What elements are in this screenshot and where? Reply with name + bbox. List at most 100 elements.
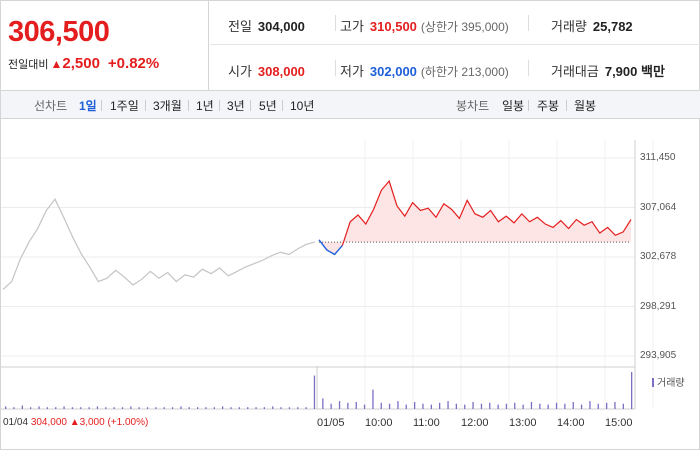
volume-bar: [230, 407, 232, 409]
volume-bar: [597, 403, 599, 409]
volume-bar: [105, 407, 107, 409]
volume-bar: [5, 406, 7, 409]
volume-bar: [422, 403, 424, 409]
volume-bar: [38, 406, 40, 409]
stats-row: 시가 308,000 저가 302,000 (하한가 213,000) 거래대금 7,9…: [210, 46, 700, 90]
tab-3year[interactable]: 3년: [227, 99, 245, 113]
volume-bar: [171, 407, 174, 409]
change-label: 전일대비: [8, 59, 49, 71]
volume-bar: [46, 407, 48, 409]
volume-bar: [71, 407, 74, 409]
volume-bar: [464, 404, 466, 409]
stat-high: 고가 310,500 (상한가 395,000): [340, 19, 509, 34]
x-tick-label: 14:00: [557, 417, 585, 429]
volume-bar: [505, 403, 508, 409]
volume-bar: [372, 389, 374, 409]
volume-bar: [564, 403, 566, 409]
divider: [335, 60, 336, 76]
volume-bar: [113, 407, 115, 409]
volume-bar: [472, 402, 474, 409]
x-tick-label: 12:00: [461, 417, 489, 429]
prev-day-info: 01/04 304,000 ▲3,000 (+1.00%): [3, 417, 149, 428]
tab-weekly-candle[interactable]: 주봉: [537, 99, 560, 113]
volume-bar: [222, 406, 224, 409]
volume-bar: [489, 402, 491, 409]
volume-bar: [330, 403, 332, 409]
volume-bar: [631, 372, 633, 409]
volume-bar: [388, 403, 391, 409]
divider: [528, 60, 529, 76]
tab-daily-candle[interactable]: 일봉: [502, 99, 525, 113]
volume-bar: [405, 404, 407, 409]
volume-bar: [455, 403, 457, 409]
x-tick-label: 11:00: [413, 417, 440, 429]
volume-bar: [622, 403, 624, 409]
volume-bar: [155, 407, 157, 409]
change-percent: +0.82%: [107, 55, 160, 72]
volume-bar: [80, 407, 82, 409]
volume-bar: [439, 402, 441, 409]
series-line-prev-day: [2, 198, 316, 290]
volume-bar: [205, 407, 207, 409]
stat-open: 시가 308,000: [228, 64, 305, 79]
x-tick-label: 13:00: [509, 417, 537, 429]
volume-bar: [63, 406, 65, 409]
tab-monthly-candle[interactable]: 월봉: [574, 99, 597, 113]
stat-prev-close: 전일 304,000: [228, 19, 305, 34]
divider: [528, 15, 529, 31]
volume-bar: [30, 407, 32, 409]
tab-3month[interactable]: 3개월: [153, 99, 182, 113]
divider: [335, 15, 336, 31]
volume-bar: [238, 407, 240, 409]
stat-trade-amount: 거래대금 7,900 백만: [551, 64, 665, 79]
volume-bar: [355, 402, 357, 409]
chart-canvas: [1, 140, 654, 410]
series-area-today: [319, 181, 631, 255]
volume-bar: [614, 402, 616, 409]
volume-bar: [530, 402, 533, 409]
volume-bar: [414, 402, 416, 409]
triangle-up-icon: ▲: [50, 57, 63, 71]
stats-panel: 전일 304,000 고가 310,500 (상한가 395,000) 거래량 25,7…: [210, 1, 700, 91]
volume-bar: [497, 404, 499, 409]
volume-bar: [255, 407, 257, 409]
volume-bar: [121, 407, 124, 409]
volume-bar: [96, 406, 99, 409]
volume-bar: [447, 401, 449, 409]
volume-bar: [180, 406, 182, 409]
volume-bar: [305, 407, 307, 409]
volume-bar: [363, 404, 366, 409]
volume-bar: [130, 406, 132, 409]
volume-bar: [213, 407, 215, 409]
volume-bar: [163, 407, 165, 409]
y-tick-label: 311,450: [640, 152, 676, 163]
price-change: 전일대비 ▲2,500 +0.82%: [8, 55, 159, 72]
volume-bar: [55, 407, 57, 409]
candle-chart-label: 봉차트: [456, 99, 490, 113]
volume-bar: [313, 375, 316, 409]
tab-1day[interactable]: 1일: [79, 99, 97, 113]
y-tick-label: 302,678: [640, 251, 677, 262]
current-price: 306,500: [8, 16, 110, 48]
volume-bar: [280, 407, 282, 409]
volume-bar: [21, 405, 23, 409]
x-tick-label: 10:00: [365, 417, 393, 429]
x-tick-label: 15:00: [605, 417, 633, 429]
tab-10year[interactable]: 10년: [290, 99, 315, 113]
tab-1year[interactable]: 1년: [196, 99, 214, 113]
y-tick-label: 307,064: [640, 202, 677, 213]
tab-1week[interactable]: 1주일: [110, 99, 139, 113]
price-chart: 311,450 307,064 302,678 298,291 293,905 …: [1, 120, 700, 451]
volume-bar: [272, 406, 274, 409]
volume-bar: [338, 401, 341, 409]
tab-5year[interactable]: 5년: [259, 99, 277, 113]
volume-bar: [430, 404, 432, 409]
volume-bar: [589, 401, 591, 409]
volume-bar: [555, 402, 558, 409]
volume-legend: 거래량: [652, 374, 685, 389]
volume-bar: [514, 402, 516, 409]
price-summary: 306,500 전일대비 ▲2,500 +0.82% 전일 304,000 고가 310…: [1, 1, 700, 91]
volume-bar: [547, 404, 549, 409]
stat-volume: 거래량 25,782: [551, 19, 633, 34]
